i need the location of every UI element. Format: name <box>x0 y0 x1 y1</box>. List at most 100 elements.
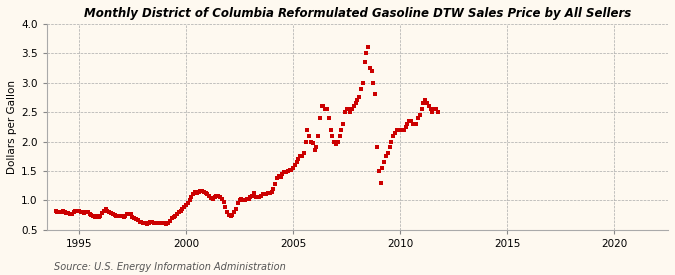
Point <box>223 213 234 217</box>
Point <box>382 151 393 155</box>
Point <box>362 45 373 50</box>
Point <box>80 210 91 214</box>
Point <box>433 110 443 114</box>
Point <box>323 116 334 120</box>
Point <box>213 193 223 198</box>
Point <box>218 199 229 204</box>
Point <box>420 98 431 103</box>
Point <box>350 101 361 106</box>
Point <box>227 213 238 217</box>
Point <box>386 139 397 144</box>
Point <box>304 133 315 138</box>
Point <box>127 214 138 219</box>
Point <box>195 189 206 193</box>
Point <box>300 139 311 144</box>
Point <box>188 192 198 197</box>
Point <box>375 180 386 185</box>
Point <box>116 214 127 218</box>
Point <box>55 210 66 214</box>
Point <box>63 211 74 216</box>
Point <box>204 194 215 199</box>
Point <box>263 191 273 196</box>
Point <box>404 119 414 123</box>
Point <box>359 60 370 64</box>
Point <box>115 214 126 218</box>
Point <box>322 107 333 111</box>
Point <box>295 154 306 158</box>
Point <box>348 104 359 108</box>
Point <box>168 214 179 219</box>
Point <box>231 207 242 211</box>
Point <box>252 195 263 200</box>
Point <box>347 107 358 111</box>
Point <box>90 214 101 219</box>
Point <box>320 107 331 111</box>
Point <box>392 128 402 132</box>
Point <box>91 214 102 218</box>
Point <box>171 212 182 216</box>
Point <box>166 216 177 220</box>
Point <box>372 145 383 150</box>
Point <box>290 163 300 167</box>
Point <box>267 189 277 194</box>
Point <box>414 113 425 117</box>
Point <box>406 119 416 123</box>
Point <box>257 192 268 197</box>
Text: Source: U.S. Energy Information Administration: Source: U.S. Energy Information Administ… <box>54 262 286 272</box>
Point <box>364 66 375 70</box>
Point <box>129 216 140 220</box>
Point <box>151 221 161 225</box>
Point <box>68 210 79 214</box>
Point <box>141 222 152 226</box>
Point <box>126 212 136 217</box>
Point <box>268 186 279 191</box>
Point <box>397 128 408 132</box>
Point <box>134 219 145 224</box>
Point <box>336 128 347 132</box>
Point <box>254 195 265 199</box>
Point <box>51 209 61 213</box>
Point <box>221 210 232 214</box>
Point <box>118 214 129 219</box>
Point <box>302 128 313 132</box>
Point <box>409 122 420 126</box>
Point <box>277 172 288 177</box>
Point <box>93 214 104 219</box>
Point <box>232 201 243 205</box>
Point <box>293 157 304 161</box>
Point <box>154 221 165 225</box>
Title: Monthly District of Columbia Reformulated Gasoline DTW Sales Price by All Seller: Monthly District of Columbia Reformulate… <box>84 7 631 20</box>
Point <box>387 133 398 138</box>
Point <box>165 219 176 223</box>
Point <box>286 167 297 172</box>
Point <box>72 209 82 213</box>
Point <box>140 221 151 226</box>
Point <box>381 154 392 158</box>
Point <box>215 195 225 200</box>
Point <box>246 193 257 198</box>
Point <box>345 110 356 114</box>
Point <box>273 174 284 178</box>
Point <box>76 210 86 214</box>
Point <box>82 210 93 214</box>
Point <box>159 221 170 226</box>
Point <box>259 192 270 197</box>
Point <box>120 214 131 218</box>
Point <box>145 220 156 224</box>
Point <box>288 166 298 170</box>
Point <box>281 170 292 174</box>
Point <box>184 198 195 203</box>
Point <box>431 107 441 111</box>
Point <box>122 212 132 217</box>
Point <box>384 145 395 150</box>
Point <box>422 101 433 106</box>
Point <box>342 107 352 111</box>
Point <box>216 197 227 201</box>
Point <box>373 169 384 173</box>
Point <box>70 209 81 213</box>
Point <box>61 211 72 215</box>
Point <box>209 195 220 200</box>
Point <box>317 104 327 108</box>
Point <box>54 210 65 214</box>
Point <box>379 160 389 164</box>
